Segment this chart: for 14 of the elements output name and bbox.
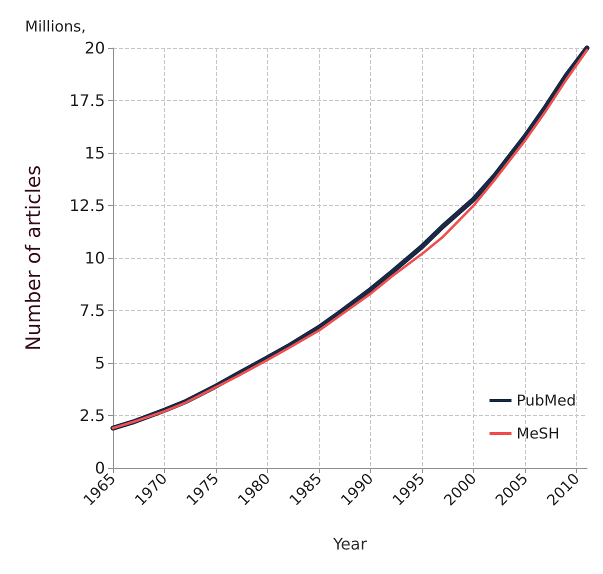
y-tick-label: 0 bbox=[94, 458, 105, 478]
y-tick-label: 15 bbox=[84, 144, 105, 162]
legend-label: PubMed bbox=[516, 392, 576, 410]
y-axis-title: Number of articles bbox=[21, 165, 45, 351]
y-tick-label: 2.5 bbox=[80, 406, 105, 425]
chart-title: Millions, bbox=[25, 18, 86, 36]
x-axis-title: Year bbox=[332, 534, 368, 554]
y-tick-label: 10 bbox=[84, 248, 105, 268]
legend-label: MeSH bbox=[516, 424, 560, 442]
y-tick-label: 20 bbox=[84, 38, 105, 58]
y-tick-label: 7.5 bbox=[80, 301, 105, 320]
y-tick-label: 17.5 bbox=[69, 91, 105, 110]
y-tick-label: 12.5 bbox=[69, 196, 105, 215]
y-tick-label: 5 bbox=[94, 354, 105, 372]
